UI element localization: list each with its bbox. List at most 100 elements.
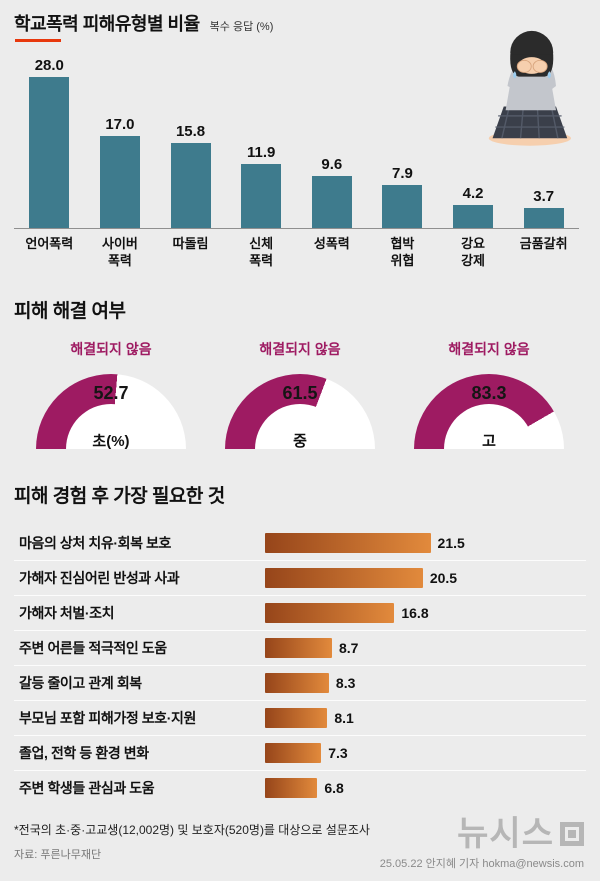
needs-label: 갈등 줄이고 관계 회복 <box>19 674 142 691</box>
needs-row: 마음의 상처 치유·회복 보호 21.5 <box>14 526 586 561</box>
survey-footnote: *전국의 초·중·고교생(12,002명) 및 보호자(520명)를 대상으로 … <box>14 822 370 837</box>
needs-row: 가해자 진심어린 반성과 사과 20.5 <box>14 561 586 596</box>
bar <box>382 185 423 228</box>
needs-value: 6.8 <box>324 779 344 796</box>
needs-value: 8.7 <box>338 639 359 656</box>
victim-type-bar-chart: 28.0 17.0 15.8 11.9 9.6 7.9 4.2 3.7 언어폭력 사이버 폭력 따돌… <box>14 57 579 270</box>
resolution-gauges: 해결되지 않음 52.7 초(%) 해결되지 않음 61.5 중 해결되지 않음 83.3 고 <box>14 339 586 450</box>
needs-value: 7.3 <box>328 744 348 761</box>
bar <box>170 142 211 228</box>
needs-label: 주변 학생들 관심과 도움 <box>19 779 155 796</box>
needs-label: 졸업, 전학 등 환경 변화 <box>19 744 149 761</box>
bar <box>523 208 564 228</box>
needs-row: 부모님 포함 피해가정 보호·지원 8.1 <box>14 701 586 736</box>
bar-value: 28.0 <box>34 56 64 74</box>
bar-value: 9.6 <box>321 156 343 174</box>
bar-category: 강요 강제 <box>461 236 486 268</box>
title-accent-line <box>15 39 61 42</box>
newsis-logo-mark-inner <box>568 830 576 838</box>
gauge-category: 중 <box>293 432 307 450</box>
gauge-value: 83.3 <box>471 382 507 403</box>
crying-girl-illustration <box>488 30 571 146</box>
bar-category: 따돌림 <box>172 236 209 251</box>
bar <box>99 136 140 228</box>
needs-row: 갈등 줄이고 관계 회복 8.3 <box>14 666 586 701</box>
bar-value: 4.2 <box>462 185 484 203</box>
gauge-donut: 61.5 중 <box>225 373 375 450</box>
needs-bar <box>265 637 332 658</box>
needs-label: 가해자 진심어린 반성과 사과 <box>19 569 180 586</box>
needs-label: 마음의 상처 치유·회복 보호 <box>19 534 172 551</box>
needs-bar <box>265 532 431 553</box>
needs-label: 가해자 처벌·조치 <box>19 604 115 621</box>
bar-value: 11.9 <box>247 143 276 161</box>
bar <box>241 163 282 228</box>
needs-bar <box>265 742 322 763</box>
bar-column: 7.9 <box>367 165 438 228</box>
resolution-section: 피해 해결 여부 해결되지 않음 52.7 초(%) 해결되지 않음 61.5 중 해결되지… <box>14 296 586 450</box>
victim-bars-plot: 28.0 17.0 15.8 11.9 9.6 7.9 4.2 3.7 <box>14 57 579 229</box>
bar-column: 11.9 <box>226 144 297 228</box>
needs-bar <box>265 707 328 728</box>
needs-label: 주변 어른들 적극적인 도움 <box>19 639 167 656</box>
newsis-logo-text: 뉴시스 <box>457 815 554 853</box>
needs-value: 16.8 <box>401 604 429 621</box>
needs-value: 8.3 <box>335 674 356 691</box>
bar-category: 사이버 폭력 <box>101 236 138 268</box>
needs-row: 가해자 처벌·조치 16.8 <box>14 596 586 631</box>
bar-column: 15.8 <box>155 123 226 228</box>
needs-value: 8.1 <box>334 709 354 726</box>
bar-value: 7.9 <box>392 165 413 183</box>
gauge-status-label: 해결되지 않음 <box>70 340 152 357</box>
bar-column: 3.7 <box>508 188 579 228</box>
newsis-logo: 뉴시스 <box>457 817 584 851</box>
bar-column: 17.0 <box>85 116 156 228</box>
needs-value: 20.5 <box>429 569 458 586</box>
resolution-section-title: 피해 해결 여부 <box>14 300 126 322</box>
needs-bar <box>265 602 395 623</box>
gauge-donut: 52.7 초(%) <box>36 373 186 450</box>
needs-value: 21.5 <box>437 534 465 551</box>
gauge-value: 52.7 <box>93 382 129 403</box>
gauge-donut: 83.3 고 <box>414 373 564 450</box>
unit-note: 복수 응답 (%) <box>209 21 274 33</box>
gauge-value: 61.5 <box>282 382 318 403</box>
gauge-status-label: 해결되지 않음 <box>448 340 530 357</box>
bar-value: 3.7 <box>533 188 555 206</box>
bar-category: 언어폭력 <box>25 236 74 251</box>
gauge-group: 해결되지 않음 61.5 중 <box>217 339 383 450</box>
gauge-group: 해결되지 않음 83.3 고 <box>406 339 572 450</box>
bar-value: 15.8 <box>175 122 206 140</box>
bar <box>453 205 494 228</box>
bar-category: 금품갈취 <box>519 236 568 251</box>
page-title: 학교폭력 피해유형별 비율 <box>14 14 200 34</box>
bar-column: 28.0 <box>14 57 85 228</box>
needs-section-title: 피해 경험 후 가장 필요한 것 <box>14 485 225 507</box>
bar-category: 성폭력 <box>313 236 350 251</box>
needs-bar-chart: 마음의 상처 치유·회복 보호 21.5 가해자 진심어린 반성과 사과 20.5 가해… <box>14 526 586 805</box>
bar-category: 협박 위협 <box>390 236 415 268</box>
byline-credit: 25.05.22 안지혜 기자 hokma@newsis.com <box>379 858 584 870</box>
needs-label: 부모님 포함 피해가정 보호·지원 <box>19 709 196 726</box>
needs-row: 주변 학생들 관심과 도움 6.8 <box>14 771 586 805</box>
data-source: 자료: 푸른나무재단 <box>14 848 102 861</box>
header: 학교폭력 피해유형별 비율 복수 응답 (%) <box>14 10 586 36</box>
needs-bar <box>265 567 423 588</box>
victim-bars-labels: 언어폭력 사이버 폭력 따돌림 신체 폭력 성폭력 협박 위협 강요 강제 금품갈취 <box>14 236 579 270</box>
needs-bar <box>265 777 318 798</box>
gauge-category: 고 <box>482 432 496 450</box>
bar-value: 17.0 <box>105 116 135 134</box>
needs-row: 졸업, 전학 등 환경 변화 7.3 <box>14 736 586 771</box>
needs-section: 피해 경험 후 가장 필요한 것 마음의 상처 치유·회복 보호 21.5 가해자 … <box>14 481 586 805</box>
needs-row: 주변 어른들 적극적인 도움 8.7 <box>14 631 586 666</box>
bar <box>311 176 352 228</box>
bar-column: 9.6 <box>297 156 368 228</box>
needs-bar <box>265 672 329 693</box>
gauge-group: 해결되지 않음 52.7 초(%) <box>28 339 194 450</box>
gauge-status-label: 해결되지 않음 <box>259 340 341 357</box>
bar-category: 신체 폭력 <box>249 236 274 268</box>
newsis-logo-mark <box>560 822 584 846</box>
gauge-category: 초(%) <box>92 432 130 450</box>
bar-column: 4.2 <box>438 185 509 228</box>
